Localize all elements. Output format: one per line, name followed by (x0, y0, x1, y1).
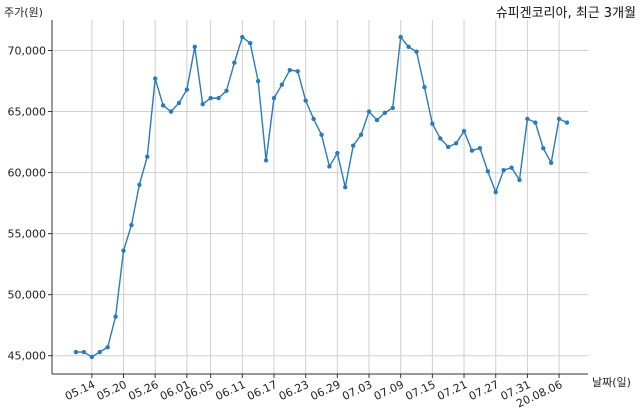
x-tick-label: 05.26 (126, 378, 160, 403)
chart-title: 슈피겐코리아, 최근 3개월 (496, 6, 636, 21)
y-tick-labels: 45,000 50,000 55,000 60,000 65,000 70,000 (8, 45, 52, 363)
data-point (358, 132, 364, 137)
data-point (556, 116, 562, 122)
data-point (121, 248, 126, 253)
data-point (89, 354, 95, 360)
data-point (255, 78, 261, 84)
data-point (97, 349, 102, 355)
data-point (176, 100, 182, 106)
data-point (168, 109, 174, 114)
data-point (477, 145, 483, 151)
x-axis-label: 날짜(일) (592, 375, 631, 389)
data-point (343, 185, 348, 190)
data-point (129, 222, 134, 228)
y-tick-label: 55,000 (8, 228, 47, 241)
data-point (295, 69, 300, 74)
x-tick-label: 07.27 (467, 378, 501, 403)
x-tick-label: 06.23 (277, 378, 311, 403)
data-point (160, 103, 166, 108)
x-tick-label: 06.17 (245, 378, 279, 403)
x-tick-label: 07.09 (372, 378, 406, 403)
y-tick-label: 70,000 (8, 45, 47, 58)
data-point (438, 136, 443, 141)
data-point (422, 84, 427, 90)
x-tick-label: 07.21 (435, 378, 469, 403)
data-point (319, 132, 324, 137)
data-point (263, 158, 269, 163)
data-point (240, 34, 245, 40)
data-point (430, 121, 435, 126)
data-point (192, 44, 197, 50)
data-point (216, 95, 221, 101)
data-point (279, 82, 285, 87)
data-point (311, 116, 316, 122)
data-point (327, 164, 332, 169)
x-tick-label: 06.11 (214, 378, 248, 403)
series-line (76, 35, 568, 358)
data-point (398, 34, 403, 40)
data-point (232, 60, 237, 65)
data-point (248, 40, 253, 46)
data-point (200, 102, 205, 107)
data-point (461, 128, 467, 134)
data-point (533, 120, 538, 125)
x-tick-label: 07.03 (340, 378, 374, 403)
data-point (548, 160, 554, 166)
data-point (453, 141, 459, 146)
y-axis-label: 주가(원) (4, 6, 43, 19)
data-point (541, 145, 546, 151)
data-point (501, 167, 506, 173)
x-tick-label: 05.14 (63, 378, 97, 403)
grid (52, 20, 588, 374)
y-tick-label: 50,000 (8, 289, 47, 302)
data-point (208, 95, 213, 101)
data-point (184, 87, 190, 92)
data-point (303, 98, 308, 103)
data-point (105, 344, 110, 350)
data-point (335, 150, 340, 156)
data-point (287, 67, 293, 73)
data-point (414, 49, 419, 54)
y-tick-label: 60,000 (8, 167, 47, 180)
data-point (525, 116, 530, 122)
data-point (350, 143, 356, 148)
data-point (374, 117, 380, 123)
data-point (145, 154, 150, 159)
data-point (73, 349, 79, 355)
data-point (469, 148, 475, 153)
data-point (137, 182, 142, 187)
y-tick-label: 65,000 (8, 106, 47, 119)
data-point (406, 44, 411, 50)
data-point (564, 120, 570, 125)
data-point (271, 95, 277, 101)
y-tick-label: 45,000 (8, 350, 47, 363)
x-tick-label: 05.20 (95, 378, 129, 403)
data-point (485, 169, 491, 174)
axes (51, 20, 588, 375)
data-point (81, 349, 87, 355)
data-point (446, 144, 451, 150)
data-point (390, 105, 395, 111)
price-series (73, 34, 570, 360)
data-point (493, 189, 498, 195)
x-tick-labels: 05.1405.2005.2606.0106.0506.1106.1706.23… (63, 374, 564, 410)
x-tick-label: 06.29 (309, 378, 343, 403)
data-point (113, 314, 118, 319)
data-point (152, 76, 158, 81)
data-point (382, 110, 388, 115)
data-point (509, 165, 514, 170)
x-tick-label: 07.15 (404, 378, 438, 403)
data-point (517, 177, 522, 183)
data-point (366, 109, 372, 114)
data-point (224, 88, 229, 94)
